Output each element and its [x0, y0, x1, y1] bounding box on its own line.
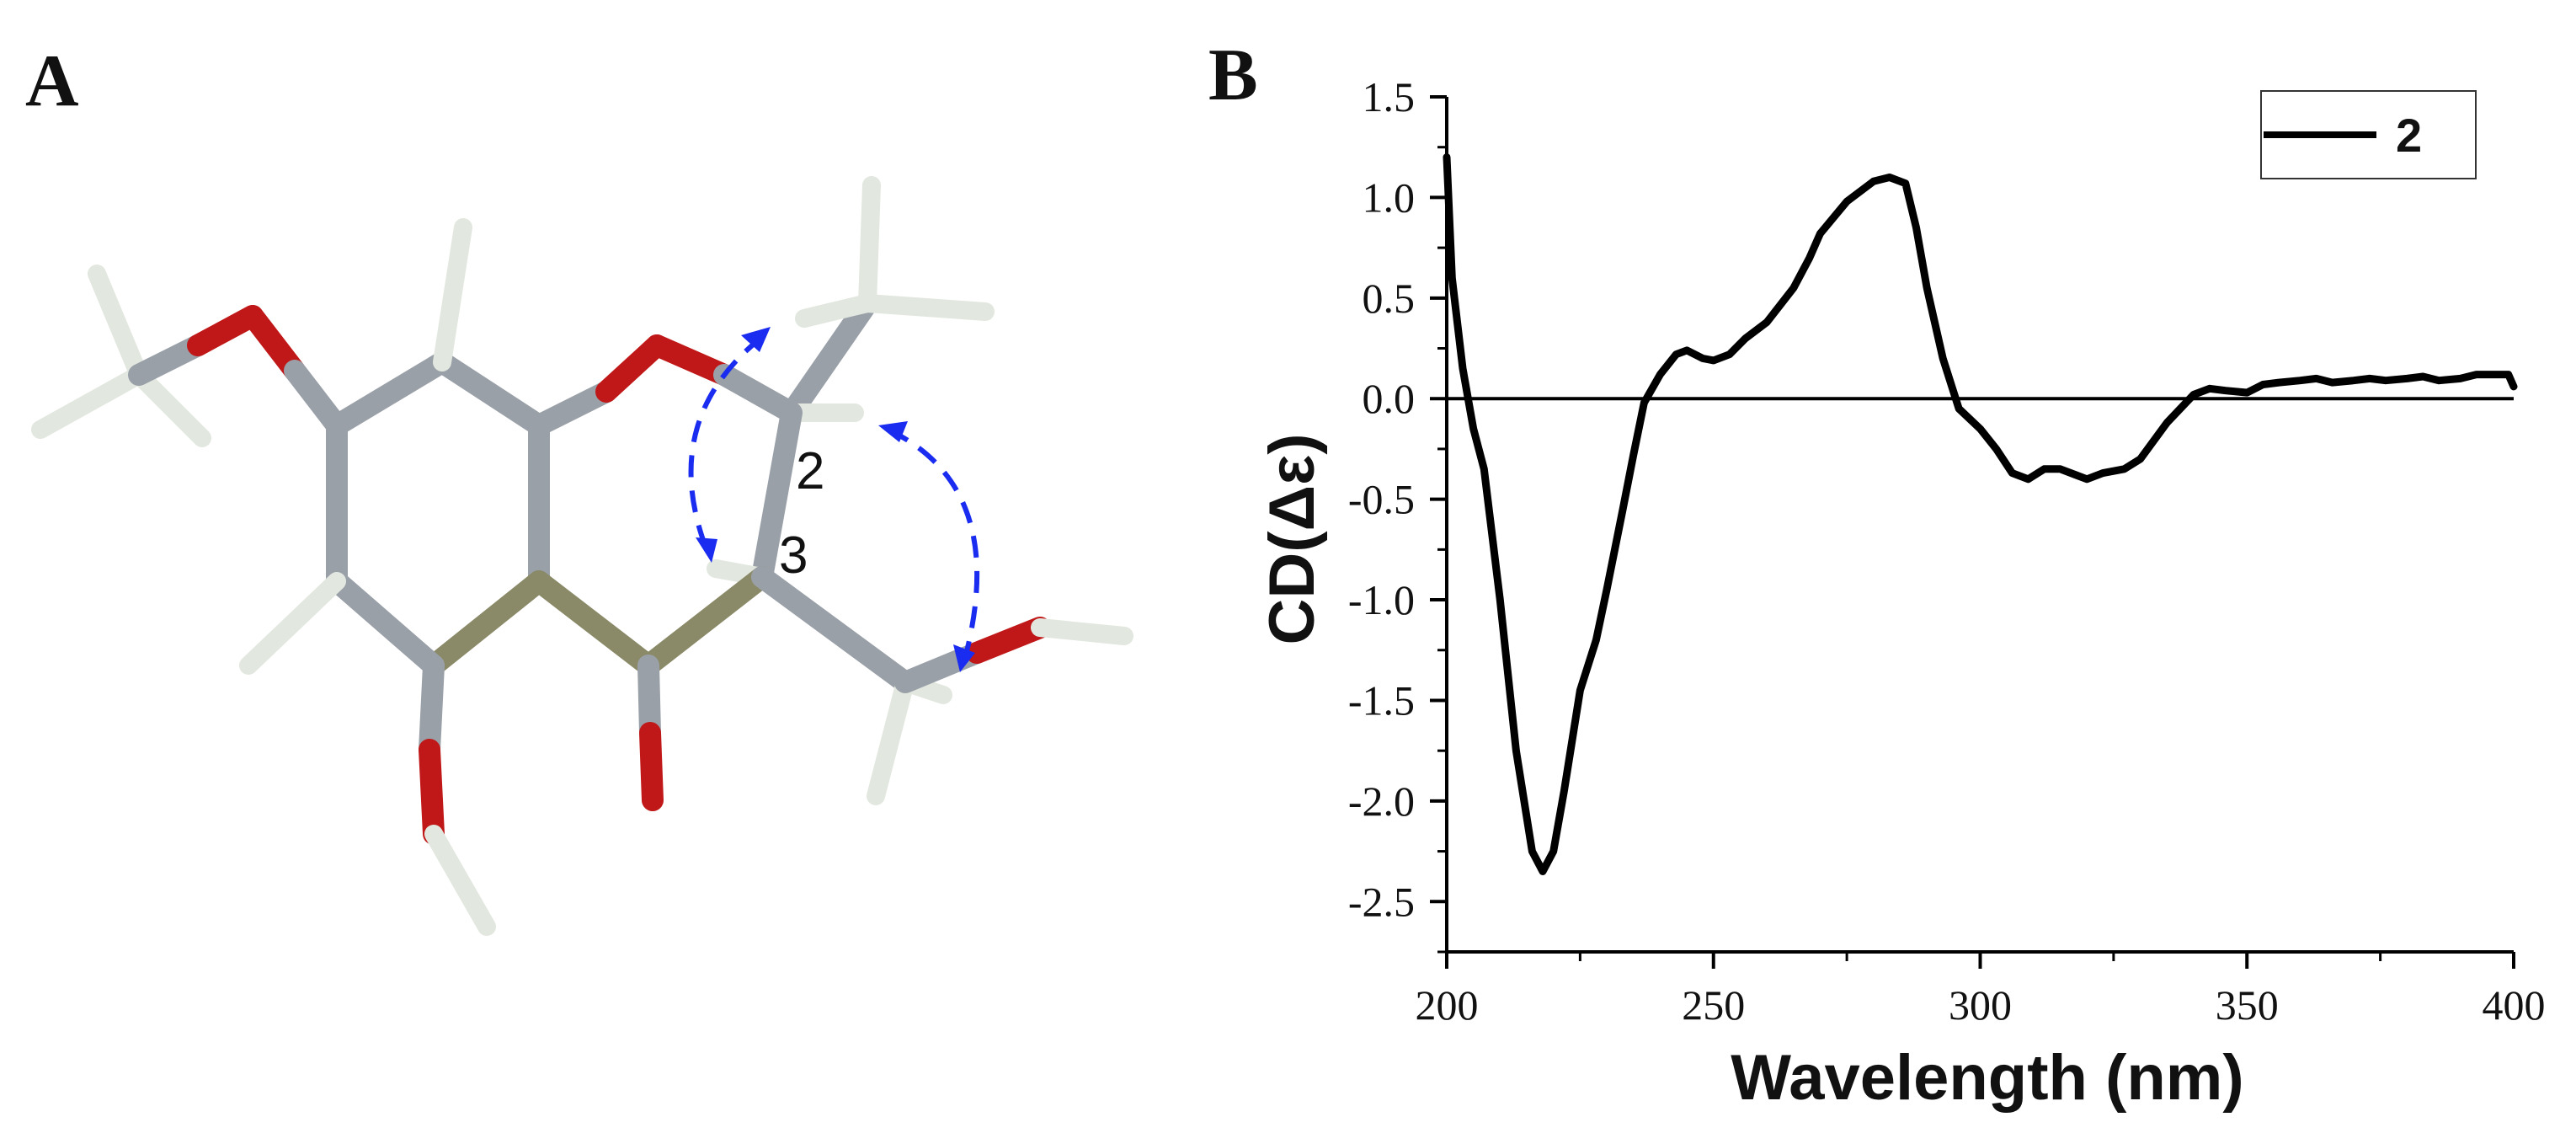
bond-c-o: [595, 334, 668, 403]
x-tick-label: 400: [2483, 981, 2546, 1029]
bond-c-o: [128, 334, 209, 386]
bond-h-c: [88, 265, 148, 384]
legend: 2: [2260, 90, 2477, 179]
series-layer: [1443, 153, 2518, 875]
y-tick-label: -1.0: [1348, 576, 1415, 623]
bond-c3-ch2: [751, 566, 916, 693]
panel-a-molecule: A: [25, 40, 1133, 936]
bond-c-o: [419, 739, 445, 845]
x-axis-title: Wavelength (nm): [1731, 1042, 2243, 1114]
x-tick-label: 250: [1682, 981, 1745, 1029]
x-tick-label: 300: [1949, 981, 2012, 1029]
bond-c2-ch3: [781, 292, 878, 424]
y-tick-label: -2.0: [1348, 778, 1415, 825]
x-tick-label: 350: [2216, 981, 2279, 1029]
plot-area: [1445, 97, 2514, 954]
bond-h: [858, 294, 995, 321]
molecule-bonds: [31, 176, 1133, 936]
bond-h: [239, 572, 346, 675]
y-tick-label: -0.5: [1348, 476, 1415, 523]
series-line-2: [1443, 153, 2518, 875]
y-tick-label: -1.5: [1348, 676, 1415, 724]
panel-a-label: A: [25, 40, 79, 122]
y-tick-label: 1.0: [1363, 174, 1416, 221]
noe-arrow-h2-ch2: [887, 427, 980, 662]
x-axis-ticks: 200 250 300 350 400: [1416, 952, 2546, 1029]
bond-o-c: [242, 305, 306, 382]
atom-label-2: 2: [796, 442, 824, 500]
panel-b-label: B: [1208, 35, 1258, 116]
panel-b-cd-chart: B 1.5 1.0 0.5 0.0 -0.5 -1.0 -1.5 -2.0 -2.5 200 25…: [1208, 35, 2546, 1114]
arrowhead-icon: [696, 537, 717, 563]
y-tick-label: 0.0: [1363, 375, 1416, 422]
bond-h: [795, 294, 877, 328]
bond-c4-c4a: [528, 570, 659, 676]
bond-c-o: [639, 722, 664, 811]
bond-ring: [423, 570, 550, 676]
bond-h: [433, 218, 472, 371]
bond-ring: [431, 351, 550, 436]
x-tick-label: 200: [1416, 981, 1479, 1029]
atom-label-3: 3: [779, 526, 808, 585]
bond-o-h: [424, 825, 496, 936]
y-tick-label: 1.5: [1363, 73, 1416, 120]
y-tick-label: -2.5: [1348, 878, 1415, 925]
bond-h-c: [31, 366, 148, 439]
bond-h: [858, 176, 881, 313]
noe-arrow-h2-h3: [688, 334, 764, 553]
noe-arrows: [688, 334, 980, 662]
arrowhead-icon: [878, 421, 908, 442]
y-axis-ticks: 1.5 1.0 0.5 0.0 -0.5 -1.0 -1.5 -2.0 -2.5: [1348, 73, 1447, 954]
bond-o-c: [284, 360, 348, 436]
bond-c2-c3: [751, 402, 803, 588]
arrowhead-icon: [741, 327, 771, 352]
noe-arrowheads: [696, 327, 975, 672]
bond-c-o: [637, 655, 661, 744]
bond-c-o: [419, 655, 445, 761]
legend-entry: 2: [2396, 109, 2422, 162]
arrowhead-icon: [953, 644, 975, 672]
bond-o-c2: [646, 334, 735, 386]
bond-o-h: [1031, 618, 1133, 645]
y-tick-label: 0.5: [1363, 275, 1416, 322]
bond-c-o: [966, 617, 1051, 664]
bond-ring: [326, 570, 445, 676]
bond-h-c: [130, 366, 211, 447]
bond-o-c2: [713, 364, 803, 424]
y-axis-title: CD(Δε): [1256, 433, 1328, 644]
bond-c3-c4: [637, 566, 773, 676]
bond-h: [867, 673, 915, 805]
bond-c-o: [528, 381, 617, 436]
bond-ring: [326, 351, 453, 436]
